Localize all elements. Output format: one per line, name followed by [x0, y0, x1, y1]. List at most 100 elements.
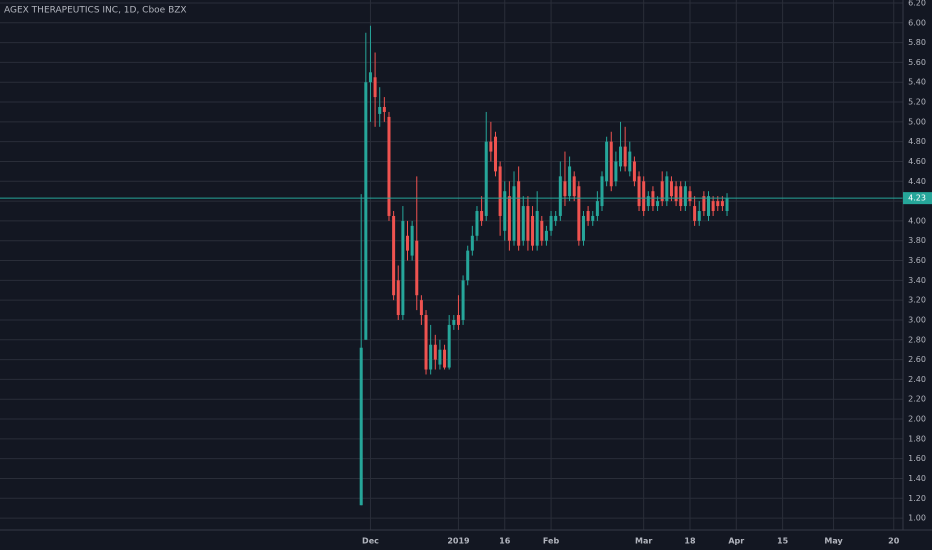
x-tick-label: 2019 — [447, 537, 470, 546]
y-tick-label: 1.60 — [908, 454, 926, 463]
last-price-label: 4.23 — [908, 194, 926, 203]
candle-body — [364, 82, 368, 340]
candle-body — [688, 191, 692, 202]
candle-body — [410, 225, 414, 256]
x-tick-label: 18 — [684, 537, 696, 546]
candle-body — [600, 176, 604, 207]
x-tick-label: Apr — [728, 537, 744, 546]
candle-body — [683, 186, 687, 207]
candle-body — [609, 141, 613, 187]
candle-body — [591, 215, 595, 221]
x-tick-label: Dec — [362, 537, 379, 546]
y-tick-label: 4.60 — [908, 157, 926, 166]
candle-body — [498, 166, 502, 216]
y-tick-label: 1.40 — [908, 474, 926, 483]
candle-body — [720, 201, 724, 207]
candle-body — [605, 141, 609, 182]
y-tick-label: 6.20 — [908, 0, 926, 7]
candle-body — [558, 176, 562, 216]
candle-body — [359, 347, 363, 506]
candle-body — [642, 181, 646, 212]
candle-body — [438, 349, 442, 365]
candle-body — [507, 196, 511, 241]
candle-body — [419, 300, 423, 316]
candle-body — [702, 196, 706, 212]
x-tick-label: Feb — [543, 537, 560, 546]
candle-body — [669, 181, 673, 197]
candle-body — [392, 215, 396, 296]
y-tick-label: 3.20 — [908, 296, 926, 305]
candle-body — [554, 215, 558, 221]
candle-body — [447, 324, 451, 368]
candle-body — [373, 77, 377, 98]
y-tick-label: 3.40 — [908, 276, 926, 285]
y-tick-label: 4.40 — [908, 177, 926, 186]
candle-body — [387, 116, 391, 216]
y-tick-label: 5.00 — [908, 117, 926, 126]
candle-body — [586, 211, 590, 221]
candle-body — [725, 198, 729, 212]
candle-body — [693, 206, 697, 221]
candle-body — [368, 72, 372, 83]
y-tick-label: 2.40 — [908, 375, 926, 384]
candle-body — [540, 220, 544, 241]
candle-body — [549, 215, 553, 231]
candle-body — [484, 141, 488, 216]
candle-body — [424, 315, 428, 370]
candle-body — [517, 181, 521, 246]
candle-body — [637, 176, 641, 207]
candle-body — [470, 235, 474, 251]
y-tick-label: 1.00 — [908, 514, 926, 523]
candle-body — [665, 176, 669, 202]
x-tick-label: 16 — [499, 537, 511, 546]
candles — [0, 25, 903, 506]
x-tick-label: 15 — [777, 537, 789, 546]
y-tick-label: 3.80 — [908, 236, 926, 245]
candle-body — [628, 151, 632, 172]
y-tick-label: 1.80 — [908, 434, 926, 443]
candle-body — [382, 106, 386, 112]
candle-body — [489, 141, 493, 152]
y-tick-label: 5.40 — [908, 78, 926, 87]
candle-body — [544, 230, 548, 241]
y-tick-label: 3.00 — [908, 315, 926, 324]
candle-body — [526, 206, 530, 241]
y-tick-label: 6.00 — [908, 18, 926, 27]
candle-body — [535, 211, 539, 246]
candle-body — [461, 280, 465, 320]
candle-body — [674, 186, 678, 202]
candle-body — [646, 196, 650, 207]
candle-body — [577, 186, 581, 241]
y-tick-label: 2.20 — [908, 395, 926, 404]
y-tick-label: 4.80 — [908, 137, 926, 146]
candle-body — [660, 181, 664, 202]
y-tick-label: 3.60 — [908, 256, 926, 265]
candle-body — [456, 315, 460, 325]
candle-body — [595, 201, 599, 216]
candle-body — [632, 161, 636, 182]
candle-body — [568, 166, 572, 197]
x-tick-label: 20 — [888, 537, 900, 546]
y-tick-label: 5.80 — [908, 38, 926, 47]
y-tick-label: 5.20 — [908, 98, 926, 107]
candle-body — [614, 161, 618, 182]
candle-body — [679, 186, 683, 207]
x-tick-label: May — [824, 537, 843, 546]
y-tick-label: 2.60 — [908, 355, 926, 364]
candle-body — [415, 240, 419, 296]
y-tick-label: 2.00 — [908, 415, 926, 424]
candle-body — [572, 176, 576, 197]
candle-body — [707, 196, 711, 216]
candle-body — [697, 211, 701, 221]
candle-body — [619, 146, 623, 167]
candle-body — [656, 201, 660, 207]
candle-body — [581, 215, 585, 241]
candle-body — [378, 106, 382, 114]
candle-body — [503, 191, 507, 231]
candle-body — [396, 280, 400, 316]
candle-body — [443, 349, 447, 368]
candle-body — [521, 206, 525, 241]
candle-body — [406, 235, 410, 251]
candle-body — [401, 220, 405, 316]
